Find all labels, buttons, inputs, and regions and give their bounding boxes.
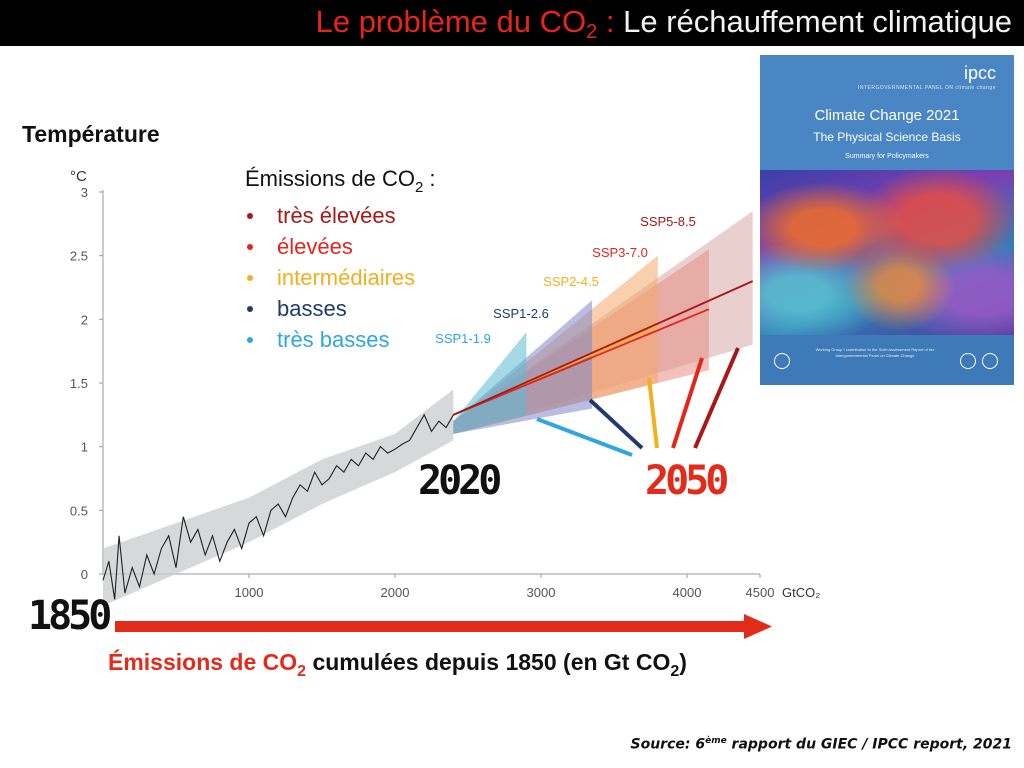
cover-subtitle: The Physical Science Basis bbox=[813, 130, 961, 144]
pointer-ssp370 bbox=[671, 357, 704, 449]
x-tick-label: 4500 bbox=[746, 585, 775, 600]
slide-title: Le problème du CO2 : Le réchauffement cl… bbox=[316, 4, 1012, 44]
source-sup: ème bbox=[705, 736, 727, 746]
wg-logo-icon bbox=[774, 353, 790, 369]
source-part1: Source: 6 bbox=[630, 736, 706, 753]
caption-end: ) bbox=[679, 649, 687, 675]
legend-item-label: très élevées bbox=[277, 203, 396, 228]
caption-sub2: 2 bbox=[670, 663, 679, 680]
x-axis-unit: GtCO₂ bbox=[782, 585, 820, 600]
title-sub: 2 bbox=[586, 21, 598, 43]
title-part2: : bbox=[597, 4, 624, 39]
year-1850-label: 1850 bbox=[28, 593, 110, 639]
x-axis-caption: Émissions de CO2 cumulées depuis 1850 (e… bbox=[108, 648, 687, 680]
cover-wg-text: Working Group I contribution to the Sixt… bbox=[815, 347, 935, 358]
y-tick-label: 3 bbox=[81, 185, 88, 200]
source-part2: rapport du GIEC / IPCC report, 2021 bbox=[726, 736, 1012, 753]
scenario-label-ssp2-45: SSP2-4.5 bbox=[543, 274, 599, 289]
y-tick-label: 1.5 bbox=[70, 376, 88, 391]
scenario-label-ssp5-85: SSP5-8.5 bbox=[640, 214, 696, 229]
scenario-label-ssp1-19: SSP1-1.9 bbox=[435, 331, 491, 346]
scenario-line-ssp3-70 bbox=[453, 308, 710, 416]
x-tick-label: 2000 bbox=[381, 585, 410, 600]
scenario-label-ssp3-70: SSP3-7.0 bbox=[592, 245, 648, 260]
title-bar: Le problème du CO2 : Le réchauffement cl… bbox=[0, 0, 1024, 46]
scenario-band-ssp1-19 bbox=[453, 332, 527, 434]
y-tick-label: 2.5 bbox=[70, 249, 88, 264]
pointer-ssp126 bbox=[588, 398, 644, 450]
x-tick-label: 3000 bbox=[527, 585, 556, 600]
pointer-ssp245 bbox=[647, 377, 659, 449]
cover-small-text: Summary for Policymakers bbox=[845, 153, 929, 160]
legend-item-label: élevées bbox=[277, 234, 353, 259]
legend-bullet bbox=[247, 244, 253, 250]
year-2020-label: 2020 bbox=[418, 458, 500, 504]
legend-item-label: basses bbox=[277, 296, 347, 321]
title-part1: Le problème du CO bbox=[315, 4, 587, 39]
legend-bullet bbox=[247, 306, 253, 312]
pointer-ssp119 bbox=[536, 417, 633, 457]
y-tick-label: 0 bbox=[81, 567, 88, 582]
y-tick-label: 1 bbox=[81, 440, 88, 455]
year-2050-label: 2050 bbox=[645, 458, 727, 504]
wmo-logo-icon bbox=[960, 353, 976, 369]
legend-bullet bbox=[247, 213, 253, 219]
ipcc-org-line: INTERGOVERNMENTAL PANEL ON climate chang… bbox=[857, 85, 996, 91]
unep-logo-icon bbox=[982, 353, 998, 369]
temperature-chart: Température °C 0 0.5 1 1.5 2 2.5 3 1000 2000 3000 40… bbox=[22, 121, 820, 680]
caption-sub: 2 bbox=[297, 663, 306, 680]
legend-title-sub: 2 bbox=[415, 179, 423, 196]
ipcc-logo: ipcc bbox=[963, 63, 996, 83]
historical-temperature-line bbox=[102, 413, 454, 600]
cover-title: Climate Change 2021 bbox=[814, 107, 960, 124]
chart-title: Température bbox=[22, 121, 160, 147]
legend-title-main: Émissions de CO bbox=[245, 166, 415, 191]
legend-bullet bbox=[247, 337, 253, 343]
x-tick-label: 4000 bbox=[673, 585, 702, 600]
caption-emissions: Émissions de CO bbox=[108, 648, 297, 675]
historical-uncertainty-band bbox=[103, 389, 454, 606]
x-tick-label: 1000 bbox=[235, 585, 264, 600]
title-part3: Le réchauffement climatique bbox=[623, 4, 1012, 39]
pointer-ssp585 bbox=[693, 347, 740, 449]
legend-bullet bbox=[247, 275, 253, 281]
scenario-label-ssp1-26: SSP1-2.6 bbox=[493, 306, 549, 321]
source-note: Source: 6ème rapport du GIEC / IPCC repo… bbox=[631, 736, 1013, 753]
y-tick-label: 2 bbox=[81, 312, 88, 327]
y-axis-unit: °C bbox=[70, 168, 87, 185]
ipcc-report-cover: ipcc INTERGOVERNMENTAL PANEL ON climate … bbox=[760, 55, 1014, 385]
caption-rest: cumulées depuis 1850 (en Gt CO bbox=[306, 649, 670, 675]
y-tick-label: 0.5 bbox=[70, 503, 88, 518]
cumulative-arrow-head bbox=[744, 614, 772, 639]
scenario-line-ssp5-85 bbox=[453, 280, 754, 416]
cover-world-map-image bbox=[760, 170, 1014, 335]
cumulative-arrow-shaft bbox=[115, 621, 745, 632]
legend-title-end: : bbox=[423, 166, 435, 191]
legend-title: Émissions de CO2 : bbox=[245, 166, 436, 196]
legend-item-label: intermédiaires bbox=[277, 265, 415, 290]
legend-item-label: très basses bbox=[277, 327, 390, 352]
